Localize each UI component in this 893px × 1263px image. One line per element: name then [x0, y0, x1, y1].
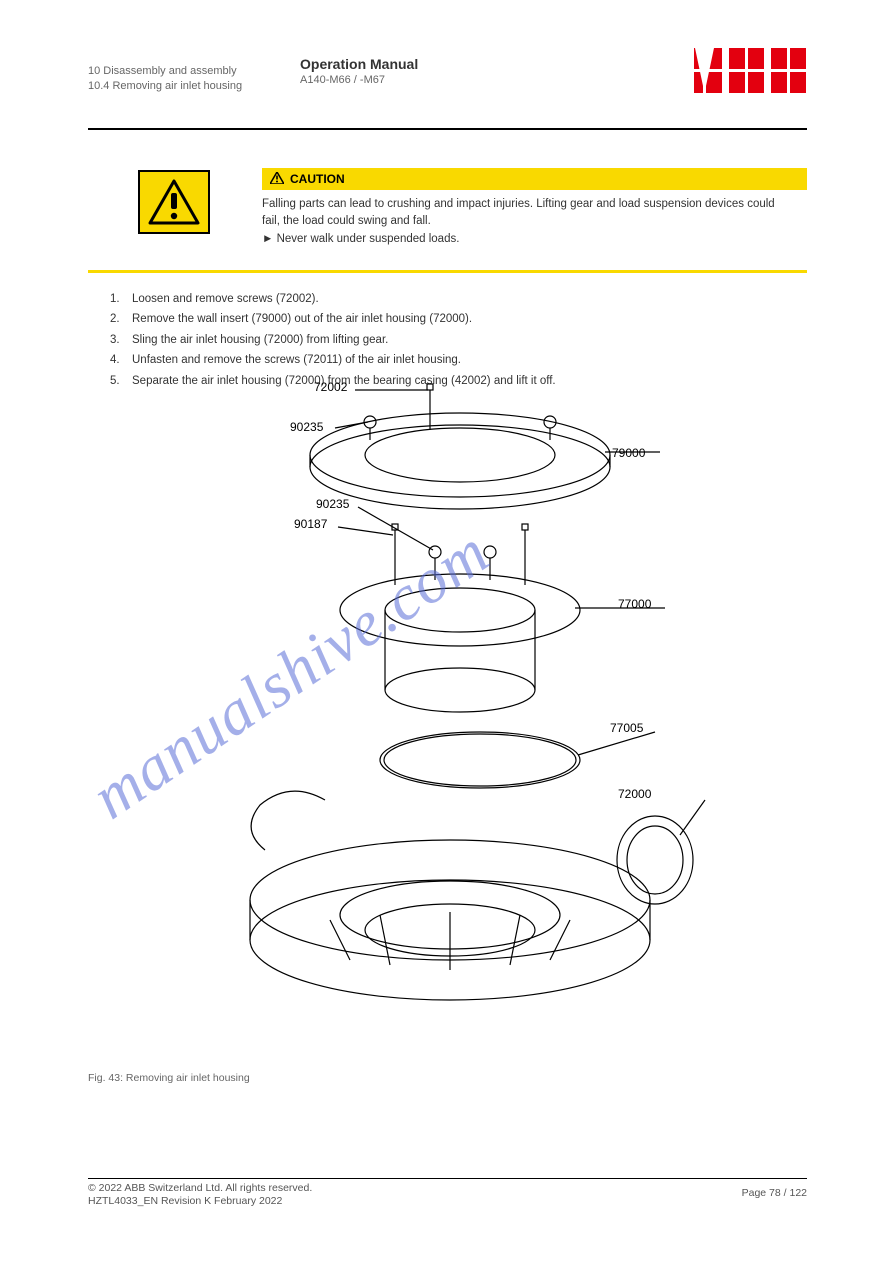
- doc-title: Operation Manual: [300, 56, 418, 72]
- instr-num: 3.: [110, 331, 132, 349]
- callout-77000: 77000: [618, 597, 651, 611]
- chapter-label: 10 Disassembly and assembly: [88, 64, 242, 79]
- callout-79000: 79000: [612, 446, 645, 460]
- instr-text: Remove the wall insert (79000) out of th…: [132, 310, 793, 328]
- callout-72000: 72000: [618, 787, 651, 801]
- instr-num: 5.: [110, 372, 132, 390]
- caution-label: CAUTION: [290, 172, 345, 186]
- rule-top: [88, 128, 807, 130]
- exploded-diagram: [150, 360, 770, 1060]
- list-item: 3.Sling the air inlet housing (72000) fr…: [110, 331, 793, 349]
- warning-triangle-icon: [138, 170, 210, 234]
- footer-left: © 2022 ABB Switzerland Ltd. All rights r…: [88, 1182, 312, 1209]
- instr-num: 1.: [110, 290, 132, 308]
- abb-logo: [687, 48, 807, 99]
- list-item: 2.Remove the wall insert (79000) out of …: [110, 310, 793, 328]
- instr-num: 2.: [110, 310, 132, 328]
- callout-90235-a: 90235: [290, 420, 323, 434]
- caution-mini-triangle-icon: [270, 171, 284, 187]
- doc-subtitle: A140-M66 / -M67: [300, 74, 418, 86]
- callout-72002: 72002: [314, 380, 347, 394]
- section-label: 10.4 Removing air inlet housing: [88, 79, 242, 94]
- caution-body-text: Falling parts can lead to crushing and i…: [262, 196, 793, 248]
- instr-text: Sling the air inlet housing (72000) from…: [132, 331, 793, 349]
- callout-90187: 90187: [294, 517, 327, 531]
- instr-text: Loosen and remove screws (72002).: [132, 290, 793, 308]
- header-title-block: Operation Manual A140-M66 / -M67: [300, 56, 418, 86]
- rule-yellow: [88, 270, 807, 273]
- footer-right: Page 78 / 122: [742, 1187, 807, 1199]
- instr-num: 4.: [110, 351, 132, 369]
- callout-90235-b: 90235: [316, 497, 349, 511]
- header-chapter-block: 10 Disassembly and assembly 10.4 Removin…: [88, 64, 242, 95]
- figure-caption: Fig. 43: Removing air inlet housing: [88, 1072, 250, 1084]
- caution-bar: CAUTION: [262, 168, 807, 190]
- list-item: 1.Loosen and remove screws (72002).: [110, 290, 793, 308]
- callout-77005: 77005: [610, 721, 643, 735]
- rule-bottom: [88, 1178, 807, 1180]
